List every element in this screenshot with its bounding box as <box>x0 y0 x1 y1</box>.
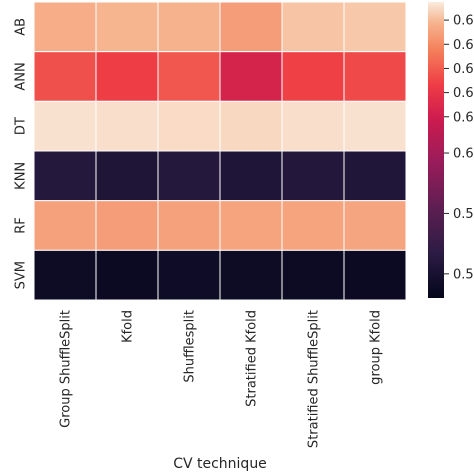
heatmap-cell-SVM-5 <box>281 249 345 301</box>
heatmap-cell-ANN-2 <box>95 51 159 102</box>
x-tick-label: Kfold <box>121 310 136 343</box>
y-tick-label: AB <box>14 18 29 36</box>
y-tick-label: DT <box>14 117 29 135</box>
heatmap-cell-RF-5 <box>281 200 345 251</box>
colorbar <box>428 2 444 298</box>
x-tick-label: group Kfold <box>369 310 384 385</box>
x-tick-label: Shufflesplit <box>183 310 198 383</box>
heatmap-cell-SVM-2 <box>95 249 159 301</box>
heatmap-cell-AB-1 <box>33 1 97 53</box>
x-axis-label: CV technique <box>173 456 267 472</box>
heatmap-cell-RF-4 <box>219 200 283 251</box>
heatmap-cell-RF-1 <box>33 200 97 251</box>
heatmap-cell-KNN-4 <box>219 150 283 202</box>
y-tick-label: ANN <box>14 62 29 90</box>
heatmap-cell-ANN-6 <box>343 51 407 102</box>
y-tick-label: RF <box>14 217 29 234</box>
x-tick-label: Stratified Kfold <box>245 310 260 407</box>
heatmap-cell-DT-4 <box>219 100 283 152</box>
y-tick-labels: AB ANN DT KNN RF SVM <box>14 18 29 289</box>
y-tick-label: SVM <box>14 261 29 289</box>
heatmap-cell-SVM-3 <box>157 249 221 301</box>
heatmap-cell-RF-6 <box>343 200 407 251</box>
x-tick-label: Group ShuffleSplit <box>59 310 74 428</box>
heatmap-cell-SVM-4 <box>219 249 283 301</box>
colorbar-tick-label: 0.5 <box>453 267 474 282</box>
x-tick-label: Stratified ShuffleSplit <box>307 310 322 448</box>
x-tick-labels: Group ShuffleSplit Kfold Shufflesplit Strat… <box>59 310 384 448</box>
colorbar-tick-labels: 0.5 0.5 0.6 0.6 0.6 0.6 0.6 0.6 <box>444 14 474 282</box>
heatmap-cell-ANN-1 <box>33 51 97 102</box>
colorbar-tick-label: 0.6 <box>453 110 474 125</box>
heatmap-cell-ANN-3 <box>157 51 221 102</box>
heatmap-cell-AB-5 <box>281 1 345 53</box>
colorbar-tick-label: 0.6 <box>453 62 474 77</box>
colorbar-tick-label: 0.6 <box>453 38 474 53</box>
heatmap-cell-AB-2 <box>95 1 159 53</box>
heatmap-cell-RF-2 <box>95 200 159 251</box>
heatmap-cell-KNN-6 <box>343 150 407 202</box>
heatmap-cell-DT-2 <box>95 100 159 152</box>
y-tick-label: KNN <box>14 162 29 190</box>
heatmap-cell-AB-6 <box>343 1 407 53</box>
heatmap-cell-DT-5 <box>281 100 345 152</box>
heatmap-cell-DT-3 <box>157 100 221 152</box>
heatmap-cell-SVM-1 <box>33 249 97 301</box>
heatmap-cell-KNN-5 <box>281 150 345 202</box>
heatmap-cell-RF-3 <box>157 200 221 251</box>
heatmap-cell-ANN-4 <box>219 51 283 102</box>
heatmap-cell-DT-1 <box>33 100 97 152</box>
heatmap-cell-ANN-5 <box>281 51 345 102</box>
heatmap-cell-KNN-2 <box>95 150 159 202</box>
heatmap-cell-KNN-3 <box>157 150 221 202</box>
heatmap-cell-SVM-6 <box>343 249 407 301</box>
heatmap-cell-AB-3 <box>157 1 221 53</box>
heatmap-cell-DT-6 <box>343 100 407 152</box>
colorbar-tick-label: 0.6 <box>453 86 474 101</box>
heatmap-cells <box>33 1 407 301</box>
colorbar-tick-label: 0.5 <box>453 207 474 222</box>
heatmap-cell-AB-4 <box>219 1 283 53</box>
colorbar-tick-label: 0.6 <box>453 14 474 29</box>
heatmap-cell-KNN-1 <box>33 150 97 202</box>
colorbar-tick-label: 0.6 <box>453 147 474 162</box>
